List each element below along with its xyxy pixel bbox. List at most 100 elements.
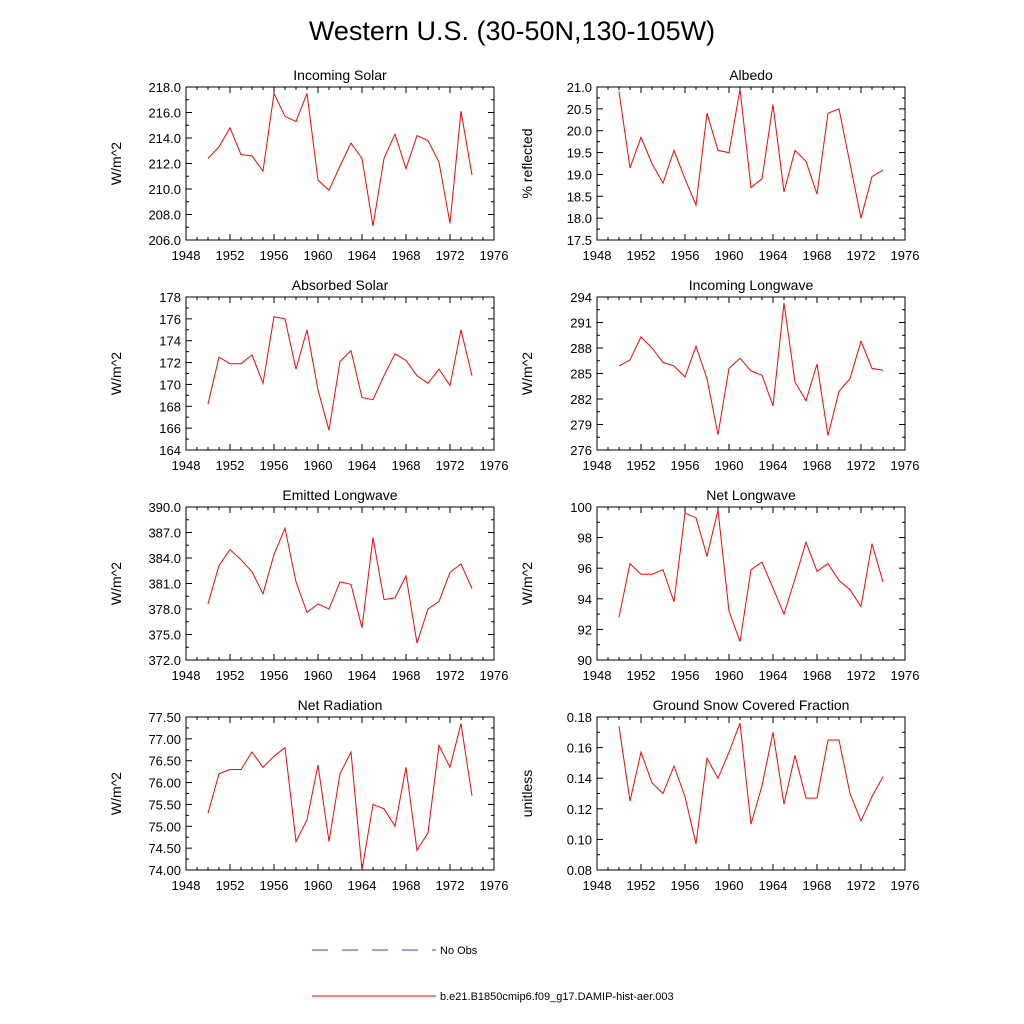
y-axis-label: unitless <box>519 770 535 817</box>
series-line <box>618 89 884 219</box>
y-tick-label: 288 <box>570 341 592 356</box>
x-tick-label: 1964 <box>759 458 788 473</box>
y-tick-label: 176 <box>159 312 181 327</box>
x-tick-label: 1968 <box>803 458 832 473</box>
y-tick-label: 214.0 <box>148 131 181 146</box>
x-tick-label: 1968 <box>392 458 421 473</box>
series-line <box>207 526 473 644</box>
x-tick-label: 1976 <box>891 248 920 263</box>
y-tick-label: 387.0 <box>148 526 181 541</box>
y-tick-label: 75.00 <box>148 819 181 834</box>
plot-frame <box>185 716 495 871</box>
x-tick-label: 1948 <box>583 878 612 893</box>
y-tick-label: 372.0 <box>148 653 181 668</box>
panel-title: Emitted Longwave <box>282 487 397 503</box>
x-tick-label: 1956 <box>671 878 700 893</box>
y-tick-label: 74.50 <box>148 841 181 856</box>
plot-frame <box>596 296 906 451</box>
y-tick-label: 168 <box>159 399 181 414</box>
plot-frame <box>596 506 906 661</box>
x-tick-label: 1976 <box>480 458 509 473</box>
y-tick-label: 19.0 <box>567 167 592 182</box>
y-tick-label: 96 <box>578 561 592 576</box>
x-tick-label: 1968 <box>392 668 421 683</box>
x-tick-label: 1968 <box>392 248 421 263</box>
legend-model-label: b.e21.B1850cmip6.f09_g17.DAMIP-hist-aer.… <box>440 991 674 1003</box>
x-tick-label: 1968 <box>803 878 832 893</box>
x-tick-label: 1968 <box>392 878 421 893</box>
x-tick-label: 1976 <box>480 668 509 683</box>
y-axis-label: % reflected <box>519 128 535 198</box>
x-tick-label: 1968 <box>803 248 832 263</box>
y-tick-label: 74.00 <box>148 863 181 878</box>
x-tick-label: 1948 <box>583 668 612 683</box>
x-tick-label: 1956 <box>260 668 289 683</box>
series-line <box>207 316 473 431</box>
x-tick-label: 1948 <box>172 248 201 263</box>
y-tick-label: 206.0 <box>148 233 181 248</box>
y-tick-label: 77.00 <box>148 732 181 747</box>
x-tick-label: 1960 <box>304 878 333 893</box>
x-tick-label: 1964 <box>759 668 788 683</box>
x-tick-label: 1948 <box>583 248 612 263</box>
x-tick-label: 1948 <box>583 458 612 473</box>
y-tick-label: 291 <box>570 316 592 331</box>
y-tick-label: 94 <box>578 592 592 607</box>
x-tick-label: 1956 <box>671 458 700 473</box>
x-tick-label: 1964 <box>348 248 377 263</box>
y-tick-label: 0.08 <box>567 863 592 878</box>
figure-title: Western U.S. (30-50N,130-105W) <box>309 16 715 46</box>
y-tick-label: 212.0 <box>148 157 181 172</box>
y-axis-label: W/m^2 <box>108 772 124 815</box>
y-tick-label: 285 <box>570 367 592 382</box>
y-tick-label: 208.0 <box>148 208 181 223</box>
y-tick-label: 20.5 <box>567 102 592 117</box>
legend: No Obs b.e21.B1850cmip6.f09_g17.DAMIP-hi… <box>312 945 674 1003</box>
x-tick-label: 1956 <box>260 248 289 263</box>
plot-frame <box>185 506 495 661</box>
y-tick-label: 170 <box>159 377 181 392</box>
x-tick-label: 1952 <box>216 668 245 683</box>
series-line <box>618 722 884 845</box>
y-tick-label: 378.0 <box>148 602 181 617</box>
x-tick-label: 1976 <box>480 878 509 893</box>
y-tick-label: 178 <box>159 290 181 305</box>
y-tick-label: 75.50 <box>148 797 181 812</box>
panel-3: 1948 1952 1956 1960 1964 1968 1972 1976 164 166 16… <box>108 277 508 473</box>
plot-frame <box>596 716 906 871</box>
y-tick-label: 0.12 <box>567 802 592 817</box>
x-tick-label: 1952 <box>627 878 656 893</box>
y-tick-label: 276 <box>570 443 592 458</box>
y-tick-label: 172 <box>159 356 181 371</box>
panel-1: 1948 1952 1956 1960 1964 1968 1972 1976 206.0 208… <box>108 67 508 263</box>
y-tick-label: 390.0 <box>148 500 181 515</box>
x-tick-label: 1952 <box>216 248 245 263</box>
panel-title: Net Radiation <box>298 697 383 713</box>
panel-title: Incoming Longwave <box>689 277 814 293</box>
x-tick-label: 1972 <box>436 878 465 893</box>
legend-no-obs-label: No Obs <box>440 945 478 957</box>
y-tick-label: 218.0 <box>148 80 181 95</box>
x-tick-label: 1972 <box>847 248 876 263</box>
y-tick-label: 18.0 <box>567 211 592 226</box>
panel-title: Incoming Solar <box>293 67 387 83</box>
x-tick-label: 1960 <box>304 458 333 473</box>
panel-5: 1948 1952 1956 1960 1964 1968 1972 1976 372.0 375… <box>108 487 508 683</box>
x-tick-label: 1964 <box>759 878 788 893</box>
panel-6: 1948 1952 1956 1960 1964 1968 1972 1976 90 92 94 96… <box>519 487 919 683</box>
x-tick-label: 1952 <box>216 458 245 473</box>
x-tick-label: 1972 <box>436 248 465 263</box>
series-line <box>207 91 473 227</box>
x-tick-label: 1964 <box>759 248 788 263</box>
y-axis-label: W/m^2 <box>519 562 535 605</box>
panel-title: Absorbed Solar <box>292 277 389 293</box>
x-tick-label: 1956 <box>671 248 700 263</box>
x-tick-label: 1952 <box>627 248 656 263</box>
x-tick-label: 1956 <box>260 458 289 473</box>
x-tick-label: 1972 <box>436 668 465 683</box>
x-tick-label: 1972 <box>847 878 876 893</box>
panel-4: 1948 1952 1956 1960 1964 1968 1972 1976 276 279 28… <box>519 277 919 473</box>
y-tick-label: 21.0 <box>567 80 592 95</box>
y-tick-label: 20.0 <box>567 124 592 139</box>
